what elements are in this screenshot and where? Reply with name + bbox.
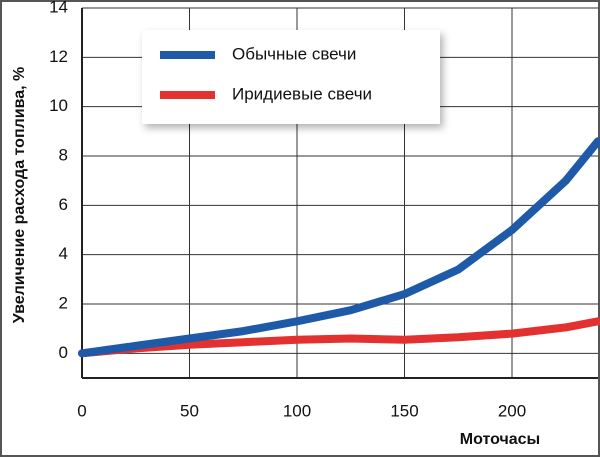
legend-label: Иридиевые свечи bbox=[232, 84, 372, 103]
legend-box bbox=[142, 30, 440, 124]
y-tick-label: 10 bbox=[49, 96, 68, 115]
y-tick-label: 14 bbox=[49, 0, 68, 16]
x-tick-label: 50 bbox=[180, 401, 199, 420]
y-tick-label: 12 bbox=[49, 47, 68, 66]
x-tick-label: 200 bbox=[498, 401, 526, 420]
x-axis-label: Моточасы bbox=[460, 431, 540, 448]
x-tick-label: 150 bbox=[390, 401, 418, 420]
y-tick-label: 4 bbox=[59, 244, 68, 263]
y-tick-label: 6 bbox=[59, 195, 68, 214]
series-line bbox=[78, 317, 600, 358]
series-line bbox=[78, 137, 600, 358]
y-axis-label: Увеличение расхода топлива, % bbox=[11, 67, 28, 324]
y-tick-label: 0 bbox=[59, 343, 68, 362]
legend-label: Обычные свечи bbox=[232, 44, 356, 63]
x-tick-label: 0 bbox=[77, 401, 86, 420]
y-tick-label: 8 bbox=[59, 145, 68, 164]
y-tick-label: 2 bbox=[59, 293, 68, 312]
x-tick-label: 100 bbox=[283, 401, 311, 420]
